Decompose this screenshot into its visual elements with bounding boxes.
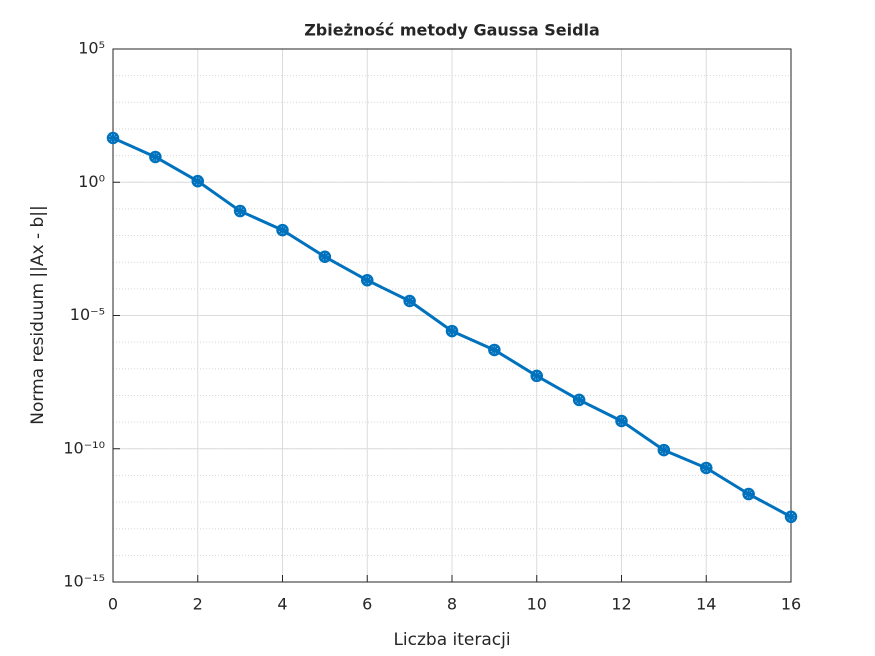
marker-star: [615, 414, 628, 427]
y-tick-label: 10⁻⁵: [70, 305, 105, 324]
x-tick-label: 14: [696, 595, 716, 614]
y-tick-label: 10⁰: [78, 172, 105, 191]
marker-star: [191, 175, 204, 188]
marker: [700, 461, 713, 475]
marker-star: [446, 325, 458, 338]
marker-star: [149, 150, 162, 163]
marker: [191, 174, 204, 188]
marker: [233, 204, 247, 218]
marker: [445, 324, 459, 338]
x-tick-label: 4: [277, 595, 287, 614]
marker: [318, 250, 332, 264]
marker: [657, 443, 671, 457]
chart-title: Zbieżność metody Gaussa Seidla: [304, 21, 600, 40]
marker: [784, 510, 798, 524]
x-tick-label: 8: [447, 595, 457, 614]
y-axis-label: Norma residuum ||Ax - b||: [28, 205, 48, 424]
marker: [403, 294, 416, 308]
marker: [488, 343, 501, 357]
marker-star: [403, 295, 416, 308]
x-tick-label: 10: [527, 595, 547, 614]
marker-star: [573, 393, 586, 406]
marker-star: [700, 461, 713, 474]
marker-star: [488, 343, 501, 356]
x-axis-label: Liczba iteracji: [393, 630, 510, 650]
x-tick-label: 6: [362, 595, 372, 614]
marker-star: [276, 224, 289, 237]
marker-star: [361, 274, 374, 287]
x-tick-label: 16: [781, 595, 801, 614]
marker: [615, 414, 628, 428]
marker-star: [318, 250, 331, 263]
marker: [276, 223, 289, 237]
marker-star: [234, 205, 247, 218]
marker: [361, 274, 374, 287]
y-tick-label: 10⁻¹⁵: [63, 572, 105, 591]
marker: [572, 393, 586, 407]
marker-star: [107, 132, 119, 145]
y-tick-label: 10⁻¹⁰: [63, 438, 105, 457]
y-tick-label: 10⁵: [78, 39, 105, 58]
marker: [106, 131, 120, 145]
axes-box: [112, 48, 792, 583]
x-tick-label: 2: [193, 595, 203, 614]
marker-star: [530, 369, 543, 382]
marker-star: [785, 510, 797, 523]
marker-star: [742, 488, 755, 501]
marker: [742, 487, 755, 501]
x-tick-label: 12: [611, 595, 631, 614]
marker: [530, 369, 543, 383]
marker: [149, 150, 162, 164]
marker-star: [657, 444, 670, 457]
x-tick-label: 0: [108, 595, 118, 614]
